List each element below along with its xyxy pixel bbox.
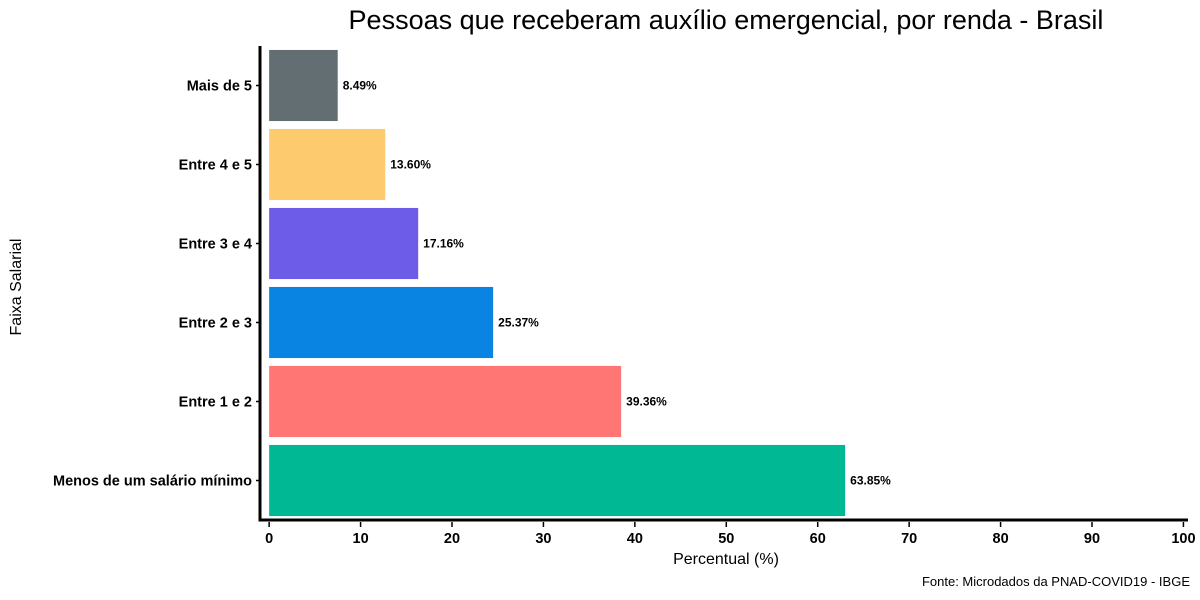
category-label-1: Entre 1 e 2: [179, 395, 252, 411]
category-label-5: Mais de 5: [187, 79, 252, 95]
data-label-1: 39.36%: [626, 395, 667, 409]
category-label-0: Menos de um salário mínimo: [53, 474, 252, 490]
x-tick-label-1: 10: [353, 531, 369, 547]
x-tick-label-8: 80: [993, 531, 1009, 547]
x-ticks: 0 10 20 30 40 50 60 70 80 90 100: [265, 522, 1196, 547]
category-label-3: Entre 3 e 4: [179, 237, 252, 253]
x-tick-label-10: 100: [1171, 531, 1195, 547]
data-label-2: 25.37%: [498, 316, 539, 330]
y-axis-title: Faixa Salarial: [8, 239, 25, 336]
x-axis-title: Percentual (%): [673, 551, 779, 568]
data-label-5: 8.49%: [343, 79, 377, 93]
bar-5: [269, 49, 338, 122]
x-tick-label-5: 50: [718, 531, 734, 547]
x-tick-label-4: 40: [627, 531, 643, 547]
bar-1: [269, 365, 622, 438]
bar-0: [269, 444, 846, 517]
category-labels: Menos de um salário mínimo Entre 1 e 2 Ent…: [53, 79, 260, 490]
data-label-3: 17.16%: [423, 237, 464, 251]
chart-title: Pessoas que receberam auxílio emergencia…: [349, 5, 1104, 35]
source-caption: Fonte: Microdados da PNAD-COVID19 - IBGE: [922, 574, 1190, 589]
data-label-4: 13.60%: [390, 158, 431, 172]
x-tick-label-9: 90: [1084, 531, 1100, 547]
x-tick-label-6: 60: [810, 531, 826, 547]
x-tick-label-0: 0: [265, 531, 273, 547]
x-tick-label-2: 20: [444, 531, 460, 547]
bar-4: [269, 128, 386, 201]
data-label-0: 63.85%: [850, 474, 891, 488]
category-label-2: Entre 2 e 3: [179, 316, 252, 332]
bars-layer: 63.85% 39.36% 25.37% 17.16% 13.60% 8.49%: [269, 49, 891, 517]
category-label-4: Entre 4 e 5: [179, 158, 252, 174]
x-tick-label-7: 70: [901, 531, 917, 547]
x-tick-label-3: 30: [535, 531, 551, 547]
bar-3: [269, 207, 419, 280]
bar-2: [269, 286, 494, 359]
